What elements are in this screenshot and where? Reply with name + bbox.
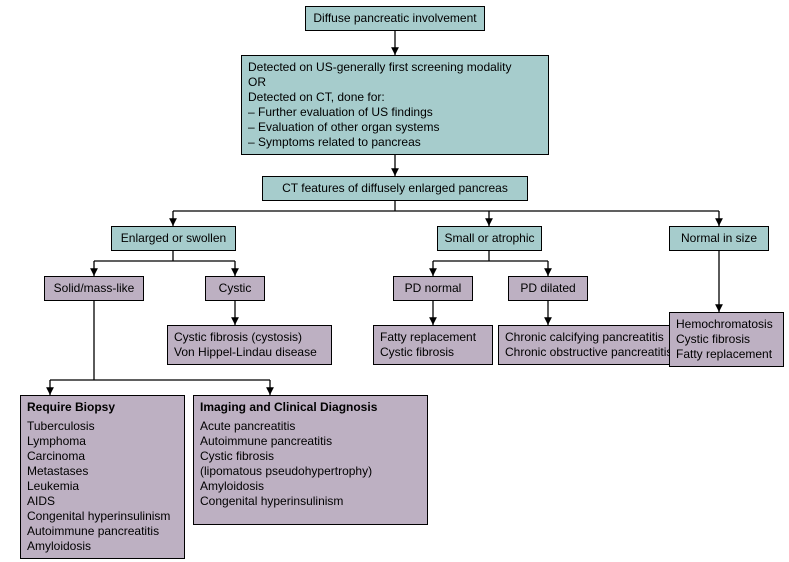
node-text: CT features of diffusely enlarged pancre…	[282, 181, 508, 195]
node-line: Hemochromatosis	[676, 317, 777, 332]
node-small: Small or atrophic	[437, 226, 542, 251]
node-text: Small or atrophic	[444, 231, 534, 245]
node-line: Leukemia	[27, 479, 178, 494]
node-line: Von Hippel-Lindau disease	[174, 345, 325, 360]
node-line: Cystic fibrosis (cystosis)	[174, 330, 325, 345]
node-line: Cystic fibrosis	[200, 449, 421, 464]
node-text: Cystic	[219, 281, 252, 295]
node-norm_out: HemochromatosisCystic fibrosisFatty repl…	[669, 312, 784, 367]
node-line: AIDS	[27, 494, 178, 509]
node-line: Acute pancreatitis	[200, 419, 421, 434]
node-line: Detected on US-generally first screening…	[248, 60, 542, 75]
node-pdd_out: Chronic calcifying pancreatitisChronic o…	[498, 325, 688, 365]
node-cystic: Cystic	[205, 276, 265, 301]
node-line: Amyloidosis	[200, 479, 421, 494]
node-line: Chronic calcifying pancreatitis	[505, 330, 681, 345]
node-line: Congenital hyperinsulinism	[27, 509, 178, 524]
node-line: Tuberculosis	[27, 419, 178, 434]
node-cystic_out: Cystic fibrosis (cystosis)Von Hippel-Lin…	[167, 325, 332, 365]
node-ct: CT features of diffusely enlarged pancre…	[262, 176, 528, 201]
node-line: Carcinoma	[27, 449, 178, 464]
node-text: Enlarged or swollen	[121, 231, 226, 245]
node-normal: Normal in size	[669, 226, 769, 251]
node-line: Congenital hyperinsulinism	[200, 494, 421, 509]
node-biopsy: Require Biopsy TuberculosisLymphomaCarcin…	[20, 395, 185, 559]
node-text: PD normal	[405, 281, 462, 295]
node-pdn_out: Fatty replacementCystic fibrosis	[373, 325, 493, 365]
node-line: Autoimmune pancreatitis	[27, 524, 178, 539]
node-line: Cystic fibrosis	[380, 345, 486, 360]
node-line: Fatty replacement	[380, 330, 486, 345]
node-line: Lymphoma	[27, 434, 178, 449]
node-line: Detected on CT, done for:	[248, 90, 542, 105]
node-pdnormal: PD normal	[393, 276, 473, 301]
node-root: Diffuse pancreatic involvement	[305, 6, 485, 31]
node-solid: Solid/mass-like	[44, 276, 144, 301]
node-line: Autoimmune pancreatitis	[200, 434, 421, 449]
node-line: Cystic fibrosis	[676, 332, 777, 347]
node-line: – Further evaluation of US findings	[248, 105, 542, 120]
node-line: OR	[248, 75, 542, 90]
node-line: – Symptoms related to pancreas	[248, 135, 542, 150]
node-text: Normal in size	[681, 231, 757, 245]
node-line: Fatty replacement	[676, 347, 777, 362]
node-line: (lipomatous pseudohypertrophy)	[200, 464, 421, 479]
node-imaging: Imaging and Clinical Diagnosis Acute panc…	[193, 395, 428, 525]
node-title: Imaging and Clinical Diagnosis	[200, 400, 421, 415]
node-text: PD dilated	[520, 281, 575, 295]
node-line: – Evaluation of other organ systems	[248, 120, 542, 135]
node-enlarged: Enlarged or swollen	[111, 226, 236, 251]
node-text: Diffuse pancreatic involvement	[313, 11, 476, 25]
node-line: Amyloidosis	[27, 539, 178, 554]
node-line: Chronic obstructive pancreatitis	[505, 345, 681, 360]
node-line: Metastases	[27, 464, 178, 479]
node-pddilated: PD dilated	[508, 276, 588, 301]
node-text: Solid/mass-like	[54, 281, 135, 295]
node-detect: Detected on US-generally first screening…	[241, 55, 549, 155]
node-title: Require Biopsy	[27, 400, 178, 415]
